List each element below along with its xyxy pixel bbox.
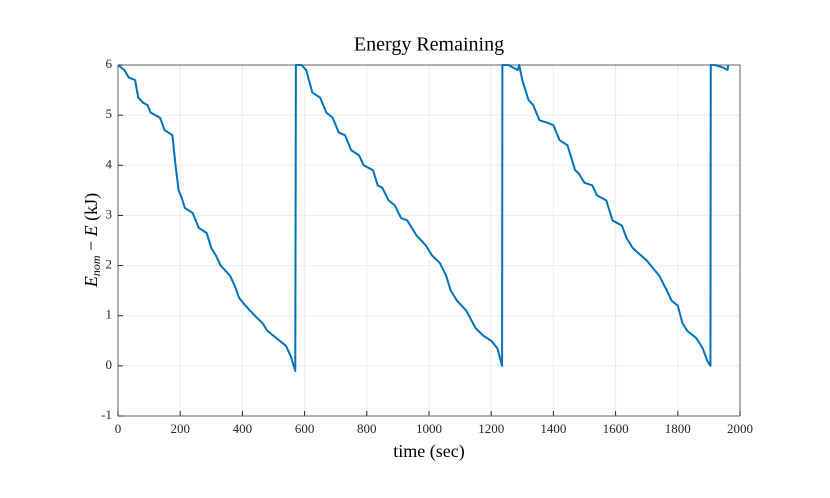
x-tick-label: 1400: [540, 421, 566, 436]
y-tick-label: 6: [106, 56, 113, 71]
y-tick-label: -1: [101, 407, 112, 422]
x-tick-label: 800: [357, 421, 377, 436]
y-tick-label: 4: [106, 156, 113, 171]
x-tick-label: 0: [115, 421, 122, 436]
y-axis-label: Enom − E (kJ): [81, 193, 103, 288]
x-tick-label: 1000: [416, 421, 442, 436]
y-tick-label: 1: [106, 307, 113, 322]
y-label-part: E: [81, 225, 101, 237]
x-tick-label: 2000: [727, 421, 753, 436]
y-label-part: E: [81, 276, 101, 288]
y-tick-label: 2: [106, 257, 113, 272]
chart-title: Energy Remaining: [354, 34, 504, 56]
x-tick-label: 200: [170, 421, 190, 436]
x-tick-label: 1600: [603, 421, 629, 436]
line: [117, 64, 730, 372]
y-tick-label: 5: [106, 106, 113, 121]
x-tick-label: 1200: [478, 421, 504, 436]
x-tick-label: 600: [295, 421, 315, 436]
axes-box: [117, 64, 741, 417]
y-tick-label: 0: [106, 357, 113, 372]
y-tick-label: 3: [106, 206, 113, 221]
y-label-part: −: [81, 236, 101, 255]
x-axis-label: time (sec): [393, 441, 464, 462]
x-tick-label: 400: [233, 421, 253, 436]
x-tick-label: 1800: [665, 421, 691, 436]
y-label-part: (kJ): [81, 193, 102, 226]
y-label-part: nom: [89, 255, 103, 276]
